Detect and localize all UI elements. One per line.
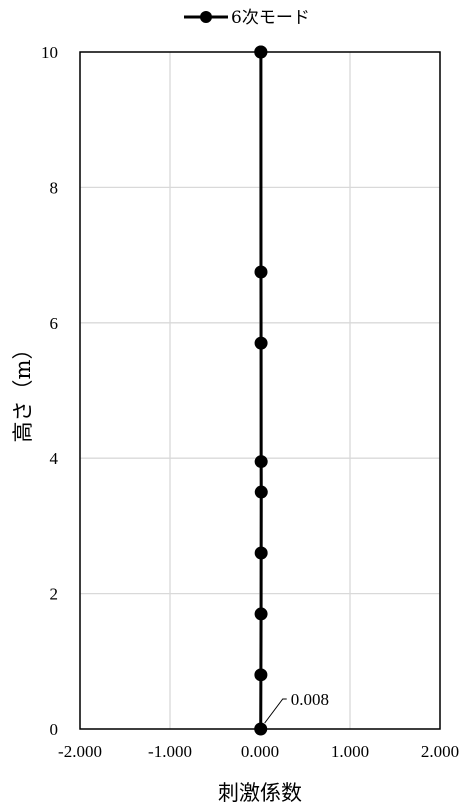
annotation-label: 0.008 bbox=[291, 690, 329, 709]
y-axis-title: 高さ（m） bbox=[11, 339, 35, 443]
x-tick-label: -1.000 bbox=[148, 742, 192, 761]
data-point bbox=[254, 668, 268, 682]
x-tick-label: 1.000 bbox=[331, 742, 369, 761]
y-tick-label: 2 bbox=[50, 585, 59, 604]
data-point bbox=[254, 336, 268, 350]
data-point bbox=[254, 455, 268, 469]
x-tick-label: 2.000 bbox=[421, 742, 459, 761]
data-point bbox=[254, 722, 268, 736]
data-point bbox=[254, 45, 268, 59]
data-point bbox=[254, 607, 268, 621]
legend-marker bbox=[200, 11, 212, 23]
x-axis-title: 刺激係数 bbox=[218, 781, 302, 805]
data-point bbox=[254, 485, 268, 499]
y-tick-label: 8 bbox=[50, 178, 59, 197]
series-line bbox=[259, 50, 263, 730]
legend-label: 6次モード bbox=[231, 8, 310, 28]
x-tick-label: -2.000 bbox=[58, 742, 102, 761]
y-tick-labels: 0 2 4 6 8 10 bbox=[41, 43, 59, 739]
x-tick-label: 0.000 bbox=[241, 742, 279, 761]
y-tick-label: 6 bbox=[50, 314, 59, 333]
annotation: 0.008 bbox=[264, 690, 329, 724]
annotation-leader bbox=[264, 698, 287, 724]
y-tick-label: 10 bbox=[41, 43, 58, 62]
x-tick-labels: -2.000 -1.000 0.000 1.000 2.000 bbox=[58, 742, 459, 761]
legend: 6次モード bbox=[184, 8, 310, 28]
y-tick-label: 4 bbox=[50, 449, 59, 468]
data-point bbox=[254, 265, 268, 279]
data-point bbox=[254, 546, 268, 560]
y-tick-label: 0 bbox=[50, 720, 59, 739]
series-group bbox=[254, 45, 268, 736]
